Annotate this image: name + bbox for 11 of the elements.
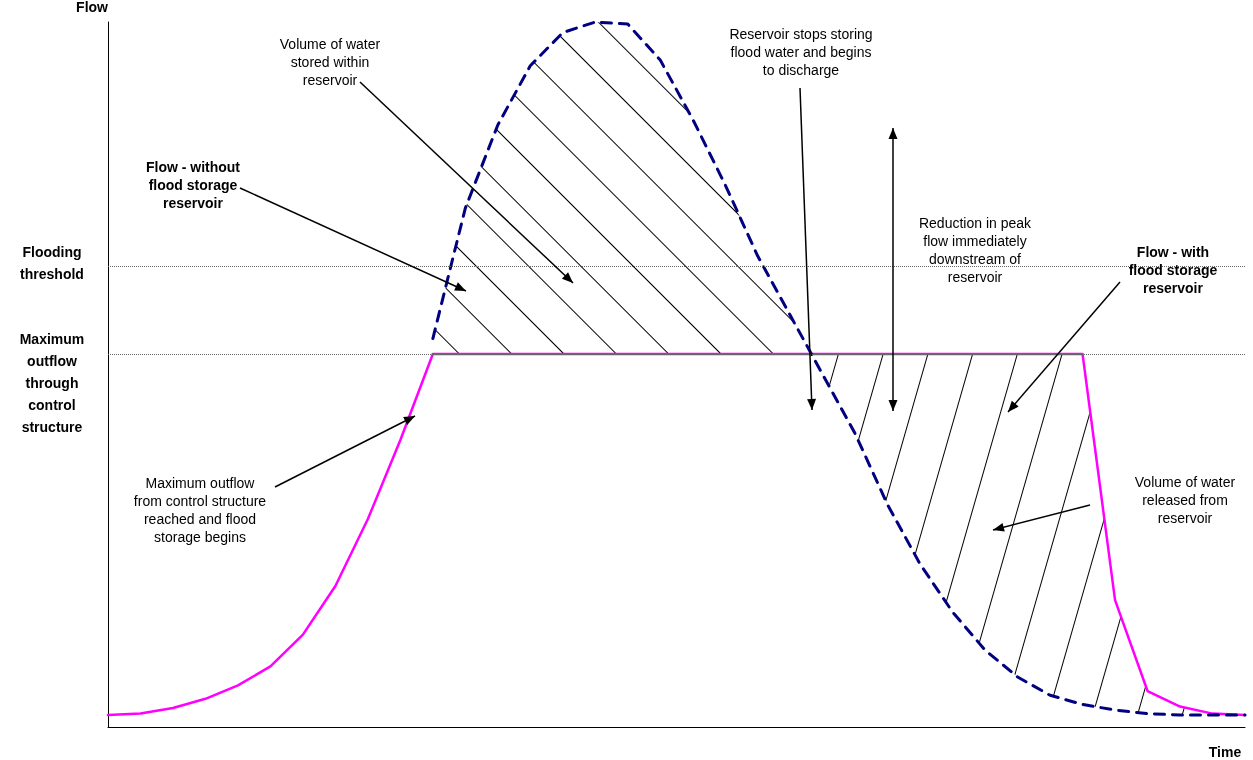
text: Flow - with flood storage reservoir <box>1127 243 1219 297</box>
ref-line-label: Flooding threshold <box>19 242 85 284</box>
annotation: Maximum outflow from control structure reached and flood storage begins <box>132 474 268 546</box>
y-axis-title: Flow <box>76 0 109 15</box>
annotation: Volume of water stored within reservoir <box>278 35 382 89</box>
annotation: Volume of water released from reservoir <box>1133 473 1237 527</box>
ref-line-label: Maximum outflow through control structure <box>18 330 86 438</box>
annotation: Reduction in peak flow immediately downstream of reservoir <box>917 214 1033 286</box>
text: Flow - without flood storage reservoir <box>144 158 242 212</box>
annotation: Reservoir stops storing flood water and begins to discharge <box>728 25 874 79</box>
x-axis-title: Time <box>1207 743 1243 760</box>
